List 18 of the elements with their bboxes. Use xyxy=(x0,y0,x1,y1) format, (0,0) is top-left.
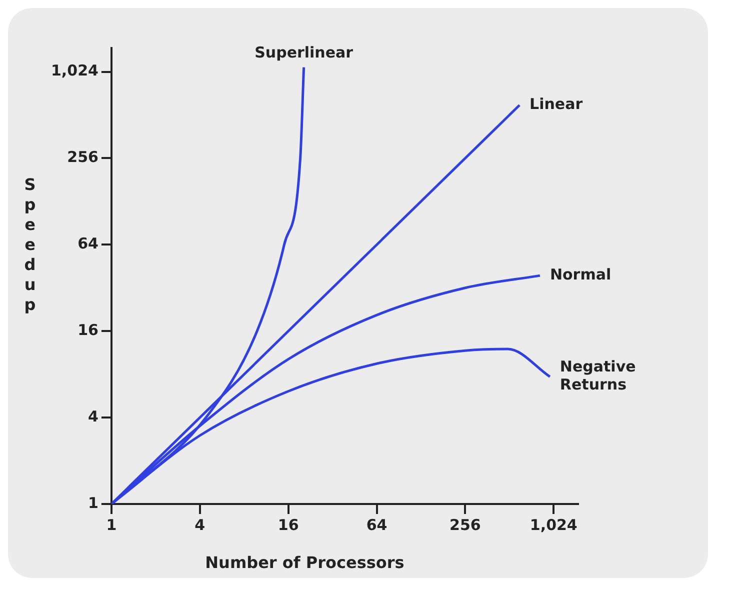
x-tick-label: 16 xyxy=(278,516,299,534)
y-axis-title: Speedup xyxy=(24,175,36,314)
y-tick-label: 16 xyxy=(78,321,98,340)
x-tick-label: 64 xyxy=(366,516,388,534)
y-tick-label: 256 xyxy=(67,148,98,166)
series-label: Linear xyxy=(530,95,584,114)
x-tick-label: 1 xyxy=(106,516,117,534)
series-label: Normal xyxy=(550,265,612,284)
x-tick-label: 4 xyxy=(194,516,206,534)
x-tick-label: 1,024 xyxy=(530,516,578,534)
y-tick-label: 1,024 xyxy=(50,62,98,80)
y-tick-label: 1 xyxy=(88,494,98,512)
x-axis-title: Number of Processors xyxy=(205,553,404,572)
y-tick-label: 64 xyxy=(78,234,98,253)
x-tick-label: 256 xyxy=(450,516,481,534)
y-tick-label: 4 xyxy=(88,407,98,426)
series-label: Superlinear xyxy=(254,44,354,62)
series-label: Negative Returns xyxy=(560,358,636,394)
